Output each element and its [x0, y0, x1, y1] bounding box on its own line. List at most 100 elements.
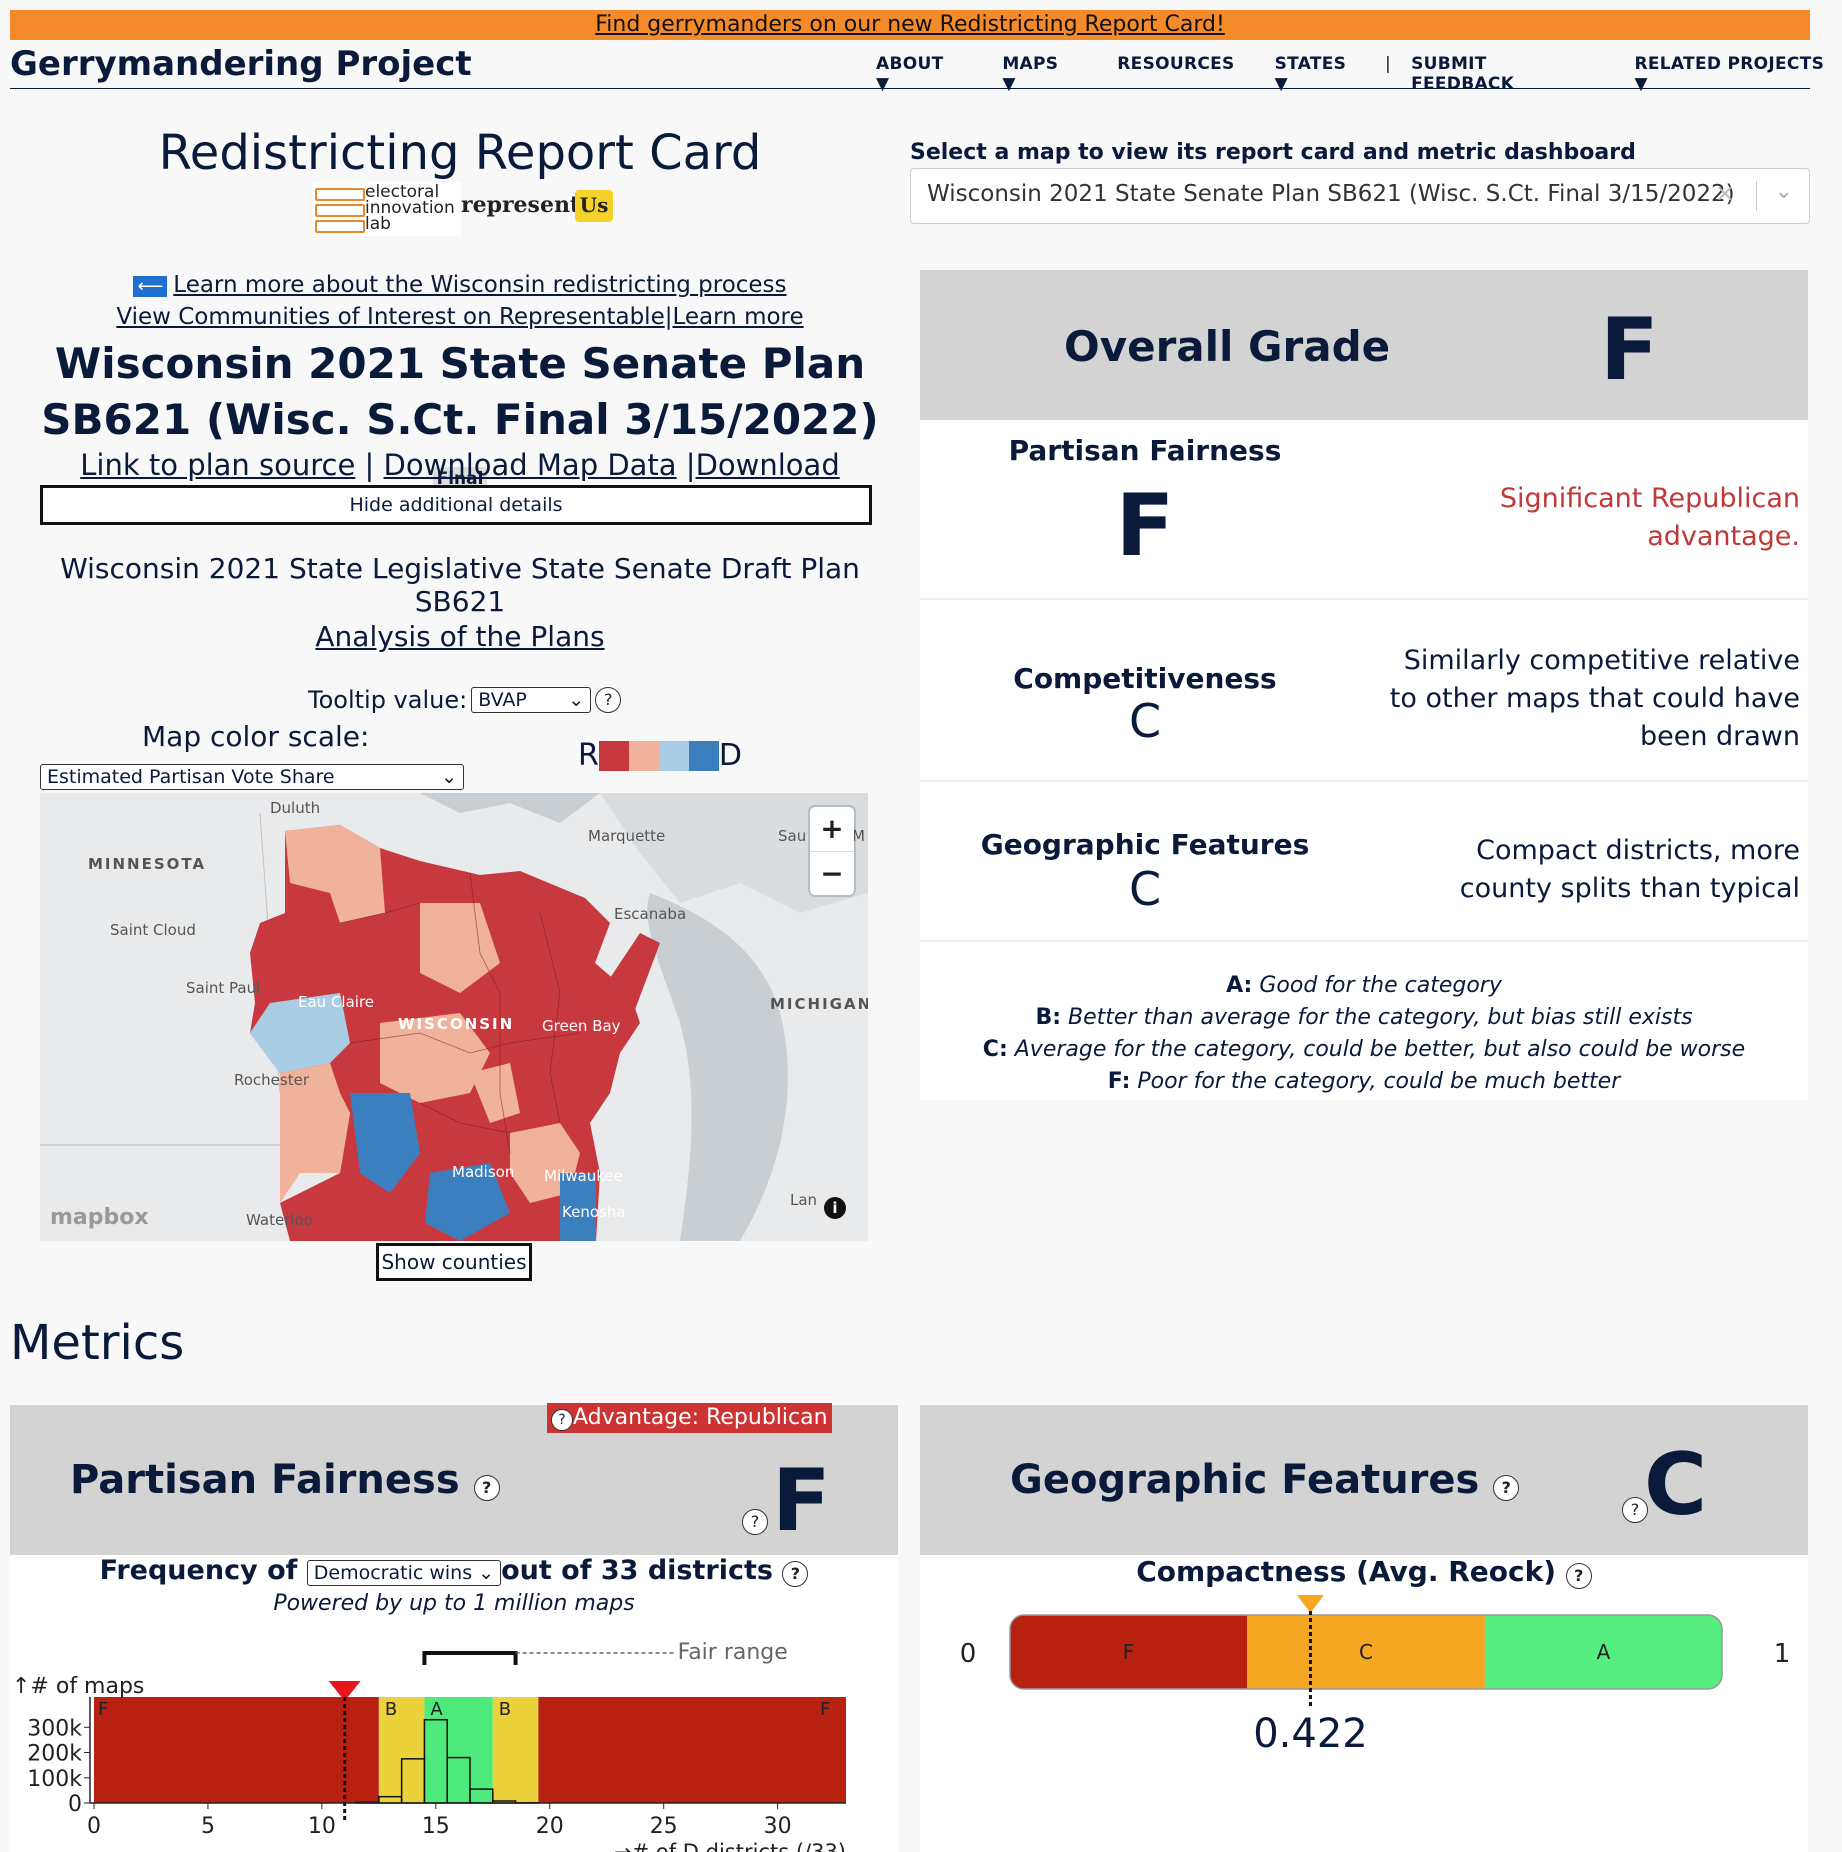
map-label: Marquette — [588, 827, 666, 845]
map-label: Sau — [778, 827, 807, 845]
band-label: F — [820, 1699, 830, 1720]
map-label: Green Bay — [542, 1017, 621, 1035]
tooltip-select[interactable]: BVAP ⌄ — [471, 687, 592, 713]
map-label: M — [852, 827, 865, 845]
panel-grade: C — [1644, 1435, 1708, 1535]
category-grade: F — [1115, 476, 1175, 576]
band-label: B — [385, 1699, 397, 1720]
fair-range-bracket — [422, 1651, 518, 1665]
clear-icon[interactable]: × — [1714, 179, 1735, 207]
grade-band — [424, 1697, 493, 1803]
y-tick-label: 0 — [68, 1792, 82, 1817]
hide-details-button[interactable]: Hide additional details — [40, 485, 872, 525]
x-tick-label: 25 — [650, 1814, 678, 1839]
nav-related-projects[interactable]: RELATED PROJECTS ▼ — [1634, 54, 1825, 94]
electoral-innovation-lab-logo[interactable]: electoral innovation lab — [313, 182, 461, 236]
x-tick-label: 15 — [422, 1814, 450, 1839]
category-row-partisan: Partisan Fairness F Significant Republic… — [920, 420, 1808, 600]
nav-divider — [10, 88, 1810, 89]
legend-swatch-r — [598, 740, 629, 771]
map-canvas — [40, 793, 868, 1241]
panel-title: Partisan Fairness ? — [70, 1457, 500, 1503]
map-label: WISCONSIN — [398, 1015, 515, 1033]
map-label: Lan — [790, 1191, 818, 1209]
show-counties-button[interactable]: Show counties — [376, 1243, 532, 1281]
help-icon[interactable]: ? — [742, 1509, 768, 1535]
color-scale-select[interactable]: Estimated Partisan Vote Share ⌄ — [40, 764, 464, 790]
compactness-title: Compactness (Avg. Reock) ? — [920, 1555, 1808, 1589]
nav-submit-feedback[interactable]: SUBMIT FEEDBACK — [1411, 54, 1515, 94]
learn-process-link[interactable]: Learn more about the Wisconsin redistric… — [173, 272, 787, 298]
back-arrow-icon: ⟵ — [133, 276, 168, 297]
download-map-data-link[interactable]: Download Map Data — [383, 448, 677, 482]
frequency-title: Frequency of Democratic wins ⌄ out of 33 … — [10, 1555, 898, 1587]
band-label: F — [1123, 1640, 1135, 1664]
representus-logo[interactable]: represent — [461, 192, 581, 218]
plan-source-link[interactable]: Link to plan source — [80, 448, 356, 482]
band-label: A — [1597, 1640, 1611, 1664]
gauge-max-label: 1 — [1774, 1639, 1791, 1669]
announcement-banner: Find gerrymanders on our new Redistricti… — [10, 10, 1810, 40]
chevron-down-icon: ⌄ — [441, 766, 457, 788]
geographic-features-panel: Geographic Features ? ? C Compactness (A… — [920, 1405, 1808, 1852]
help-icon[interactable]: ? — [551, 1409, 573, 1431]
mapbox-logo[interactable]: mapbox — [50, 1205, 149, 1230]
wins-select[interactable]: Democratic wins ⌄ — [306, 1560, 502, 1586]
chevron-down-icon[interactable]: ⌄ — [1774, 179, 1793, 204]
help-icon[interactable]: ? — [1565, 1563, 1592, 1589]
band-label: A — [430, 1699, 443, 1720]
site-brand[interactable]: Gerrymandering Project — [10, 44, 472, 84]
nav-about[interactable]: ABOUT ▼ — [876, 54, 944, 94]
map-label: Rochester — [234, 1071, 309, 1089]
partner-logos: electoral innovation lab represent Us — [313, 182, 613, 236]
nav-maps[interactable]: MAPS ▼ — [1002, 54, 1059, 94]
x-tick-label: 10 — [308, 1814, 336, 1839]
analysis-link-row: Analysis of the Plans — [40, 620, 880, 653]
map-label: Milwaukee — [544, 1167, 623, 1185]
district-map[interactable]: Duluth MINNESOTA Marquette Sau M Escanab… — [40, 793, 868, 1241]
grade-key: A: Good for the category B: Better than … — [982, 973, 1746, 1094]
overall-grade-label: Overall Grade — [1064, 322, 1391, 371]
help-icon[interactable]: ? — [473, 1475, 500, 1501]
report-card-title: Redistricting Report Card — [158, 125, 762, 181]
help-icon[interactable]: ? — [782, 1561, 809, 1587]
map-select[interactable]: Wisconsin 2021 State Senate Plan SB621 (… — [910, 168, 1810, 224]
category-row-geographic: Geographic Features C Compact districts,… — [920, 782, 1808, 942]
grade-band — [1247, 1615, 1485, 1689]
grade-band — [1484, 1615, 1722, 1689]
banner-link[interactable]: Find gerrymanders on our new Redistricti… — [595, 12, 1225, 37]
band-label: C — [1359, 1640, 1373, 1664]
grade-band — [492, 1697, 539, 1803]
help-icon[interactable]: ? — [595, 687, 622, 713]
map-label: MINNESOTA — [88, 855, 207, 873]
map-label: Saint Paul — [186, 979, 261, 997]
zoom-in-button[interactable]: + — [810, 807, 854, 852]
help-icon[interactable]: ? — [1493, 1475, 1520, 1501]
category-description: Compact districts, more county splits th… — [1459, 835, 1800, 904]
plan-title: Wisconsin 2021 State Senate Plan SB621 (… — [41, 339, 879, 491]
tooltip-control: Tooltip value: BVAP ⌄ ? — [308, 686, 622, 714]
overall-grade-value: F — [1600, 300, 1659, 400]
zoom-out-button[interactable]: − — [820, 857, 844, 890]
help-icon[interactable]: ? — [1622, 1497, 1648, 1523]
map-label: MICHIGAN — [770, 995, 868, 1013]
coi-learn-more-link[interactable]: Learn more — [672, 304, 804, 330]
category-description: Significant Republican advantage. — [1499, 483, 1800, 552]
band-label: B — [499, 1699, 511, 1720]
map-select-label: Select a map to view its report card and… — [910, 140, 1636, 165]
fair-range-label: Fair range — [678, 1640, 788, 1665]
x-tick-label: 30 — [764, 1814, 792, 1839]
nav-states[interactable]: STATES ▼ — [1274, 54, 1347, 94]
gauge-min-label: 0 — [960, 1639, 977, 1669]
nav-resources[interactable]: RESOURCES — [1117, 54, 1235, 74]
info-icon[interactable]: i — [824, 1197, 846, 1219]
map-label: Kenosha — [562, 1203, 626, 1221]
geographic-features-header: Geographic Features ? ? C — [920, 1405, 1808, 1555]
analysis-link[interactable]: Analysis of the Plans — [315, 620, 605, 653]
coi-link[interactable]: View Communities of Interest on Represen… — [116, 304, 665, 330]
gauge-value-label: 0.422 — [1253, 1711, 1368, 1755]
panel-grade: F — [772, 1451, 831, 1551]
grade-band — [1010, 1615, 1248, 1689]
legend-swatch-lr — [628, 740, 659, 771]
